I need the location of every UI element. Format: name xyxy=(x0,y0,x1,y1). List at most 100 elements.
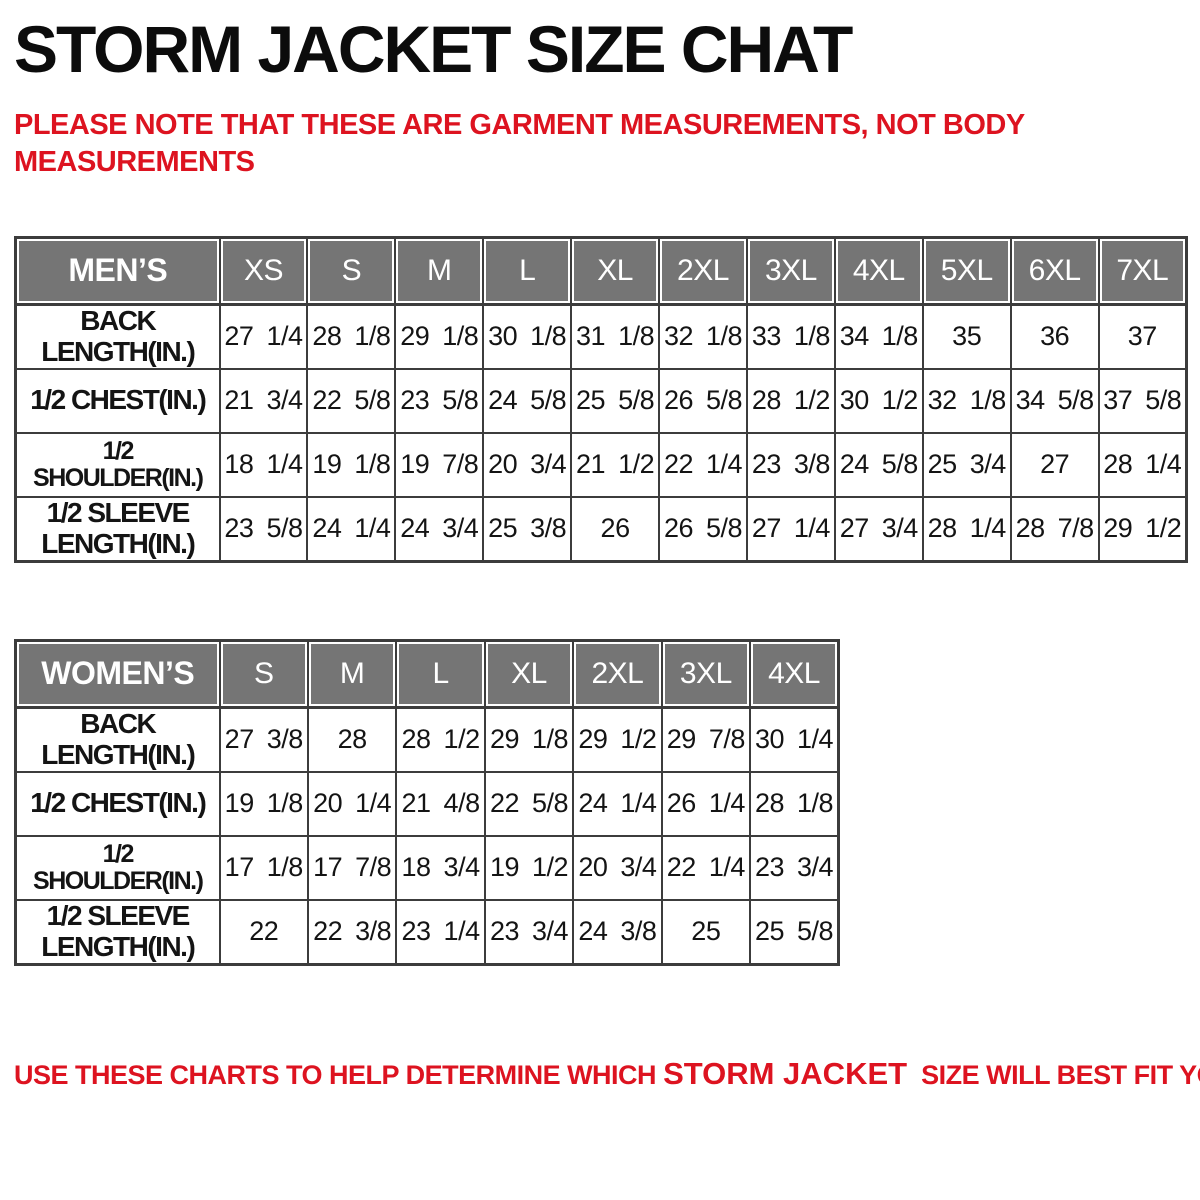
womens-value-cell: 19 1/8 xyxy=(218,770,309,837)
mens-value-cell: 19 7/8 xyxy=(394,431,485,498)
womens-value-cell: 22 3/8 xyxy=(306,898,398,966)
womens-value-cell: 17 1/8 xyxy=(218,834,309,901)
mens-value-cell: 26 5/8 xyxy=(658,367,748,434)
mens-value-cell: 23 3/8 xyxy=(745,431,836,498)
mens-size-column-header: 3XL xyxy=(745,236,836,306)
womens-value-cell: 28 1/2 xyxy=(395,706,486,773)
mens-size-column-header: S xyxy=(306,236,397,306)
mens-table-title: MEN’S xyxy=(14,236,221,306)
womens-row-label-half-chest: 1/2 CHEST(IN.) xyxy=(14,770,221,837)
womens-value-cell: 27 3/8 xyxy=(218,706,309,773)
mens-value-cell: 20 3/4 xyxy=(482,431,573,498)
mens-value-cell: 26 5/8 xyxy=(658,495,748,563)
womens-value-cell: 29 1/2 xyxy=(572,706,663,773)
womens-value-cell: 25 xyxy=(660,898,752,966)
womens-value-cell: 23 3/4 xyxy=(483,898,575,966)
mens-size-column-header: M xyxy=(394,236,485,306)
womens-value-cell: 20 1/4 xyxy=(306,770,398,837)
mens-value-cell: 30 1/2 xyxy=(833,367,924,434)
mens-value-cell: 37 xyxy=(1097,303,1188,370)
mens-value-cell: 24 3/4 xyxy=(394,495,485,563)
mens-value-cell: 21 3/4 xyxy=(218,367,309,434)
womens-row-label-half-sleeve-length: 1/2 SLEEVE LENGTH(IN.) xyxy=(14,898,221,966)
mens-value-cell: 23 5/8 xyxy=(394,367,485,434)
womens-value-cell: 29 7/8 xyxy=(660,706,752,773)
row-label-line: BACK xyxy=(80,708,156,740)
mens-value-cell: 28 1/8 xyxy=(306,303,397,370)
row-label-line: 1/2 SHOULDER(IN.) xyxy=(33,436,204,492)
womens-value-cell: 24 3/8 xyxy=(572,898,663,966)
womens-value-cell: 24 1/4 xyxy=(572,770,663,837)
row-label-line: LENGTH(IN.) xyxy=(41,930,196,962)
mens-row-half-sleeve-length: 1/2 SLEEVE LENGTH(IN.) 23 5/8 24 1/4 24 3/4 2… xyxy=(14,495,1188,563)
row-label-line: 1/2 CHEST(IN.) xyxy=(30,384,207,416)
mens-value-cell: 27 1/4 xyxy=(218,303,309,370)
womens-table-title: WOMEN’S xyxy=(14,639,221,709)
mens-value-cell: 19 1/8 xyxy=(306,431,397,498)
womens-value-cell: 30 1/4 xyxy=(749,706,840,773)
mens-value-cell: 29 1/2 xyxy=(1097,495,1188,563)
mens-value-cell: 35 xyxy=(921,303,1012,370)
row-label-line: 1/2 CHEST(IN.) xyxy=(30,787,207,819)
mens-value-cell: 34 1/8 xyxy=(833,303,924,370)
mens-value-cell: 25 5/8 xyxy=(570,367,661,434)
mens-value-cell: 25 3/4 xyxy=(921,431,1012,498)
mens-value-cell: 24 5/8 xyxy=(482,367,573,434)
womens-size-column-header: L xyxy=(395,639,486,709)
mens-value-cell: 28 1/4 xyxy=(921,495,1012,563)
mens-size-column-header: L xyxy=(482,236,573,306)
mens-value-cell: 24 1/4 xyxy=(306,495,397,563)
mens-value-cell: 28 7/8 xyxy=(1009,495,1100,563)
womens-value-cell: 29 1/8 xyxy=(483,706,575,773)
mens-value-cell: 22 5/8 xyxy=(306,367,397,434)
womens-value-cell: 22 5/8 xyxy=(483,770,575,837)
row-label-line: BACK xyxy=(80,305,156,337)
mens-size-table: MEN’S XS S M L XL 2XL 3XL 4XL 5XL 6XL 7XL BACK LENGTH… xyxy=(14,235,1188,563)
mens-size-column-header: 2XL xyxy=(658,236,748,306)
womens-value-cell: 19 1/2 xyxy=(483,834,575,901)
garment-measurement-note: PLEASE NOTE THAT THESE ARE GARMENT MEASU… xyxy=(14,107,1186,181)
womens-value-cell: 25 5/8 xyxy=(749,898,840,966)
row-label-line: LENGTH(IN.) xyxy=(41,335,196,367)
mens-row-label-half-chest: 1/2 CHEST(IN.) xyxy=(14,367,221,434)
womens-row-label-half-shoulder: 1/2 SHOULDER(IN.) xyxy=(14,834,221,901)
garment-note-line-2: MEASUREMENTS xyxy=(14,146,255,179)
mens-value-cell: 28 1/2 xyxy=(745,367,836,434)
row-label-line: LENGTH(IN.) xyxy=(41,738,196,770)
womens-value-cell: 18 3/4 xyxy=(395,834,486,901)
womens-value-cell: 28 1/8 xyxy=(749,770,840,837)
mens-value-cell: 18 1/4 xyxy=(218,431,309,498)
page-title: STORM JACKET SIZE CHAT xyxy=(14,12,853,86)
mens-header-row: MEN’S XS S M L XL 2XL 3XL 4XL 5XL 6XL 7XL xyxy=(14,236,1188,306)
mens-row-half-shoulder: 1/2 SHOULDER(IN.) 18 1/4 19 1/8 19 7/8 20 3/… xyxy=(14,431,1188,498)
mens-value-cell: 24 5/8 xyxy=(833,431,924,498)
mens-value-cell: 21 1/2 xyxy=(570,431,661,498)
womens-size-column-header: 2XL xyxy=(572,639,663,709)
womens-size-column-header: XL xyxy=(483,639,575,709)
row-label-line: 1/2 SLEEVE xyxy=(46,900,191,932)
size-chart-page: STORM JACKET SIZE CHAT PLEASE NOTE THAT … xyxy=(14,12,1200,1091)
mens-value-cell: 27 1/4 xyxy=(745,495,836,563)
womens-size-table: WOMEN’S S M L XL 2XL 3XL 4XL BACK LENGTH(IN.) 27 3… xyxy=(14,638,840,966)
womens-value-cell: 22 xyxy=(218,898,309,966)
womens-value-cell: 17 7/8 xyxy=(306,834,398,901)
womens-value-cell: 23 3/4 xyxy=(749,834,840,901)
mens-value-cell: 25 3/8 xyxy=(482,495,573,563)
womens-value-cell: 26 1/4 xyxy=(660,770,752,837)
mens-size-column-header: 6XL xyxy=(1009,236,1100,306)
womens-row-half-shoulder: 1/2 SHOULDER(IN.) 17 1/8 17 7/8 18 3/4 19 1/… xyxy=(14,834,840,901)
mens-size-column-header: 4XL xyxy=(833,236,924,306)
mens-value-cell: 30 1/8 xyxy=(482,303,573,370)
mens-size-column-header: 5XL xyxy=(921,236,1012,306)
womens-header-row: WOMEN’S S M L XL 2XL 3XL 4XL xyxy=(14,639,840,709)
mens-value-cell: 37 5/8 xyxy=(1097,367,1188,434)
mens-value-cell: 27 3/4 xyxy=(833,495,924,563)
womens-row-half-chest: 1/2 CHEST(IN.) 19 1/8 20 1/4 21 4/8 22 5/8 24… xyxy=(14,770,840,837)
mens-value-cell: 32 1/8 xyxy=(921,367,1012,434)
footer-note-suffix: SIZE WILL BEST FIT YOU. xyxy=(921,1059,1200,1090)
womens-value-cell: 21 4/8 xyxy=(395,770,486,837)
womens-size-column-header: 4XL xyxy=(749,639,840,709)
womens-value-cell: 20 3/4 xyxy=(572,834,663,901)
mens-row-back-length: BACK LENGTH(IN.) 27 1/4 28 1/8 29 1/8 30 1/8 3… xyxy=(14,303,1188,370)
mens-row-label-back-length: BACK LENGTH(IN.) xyxy=(14,303,221,370)
